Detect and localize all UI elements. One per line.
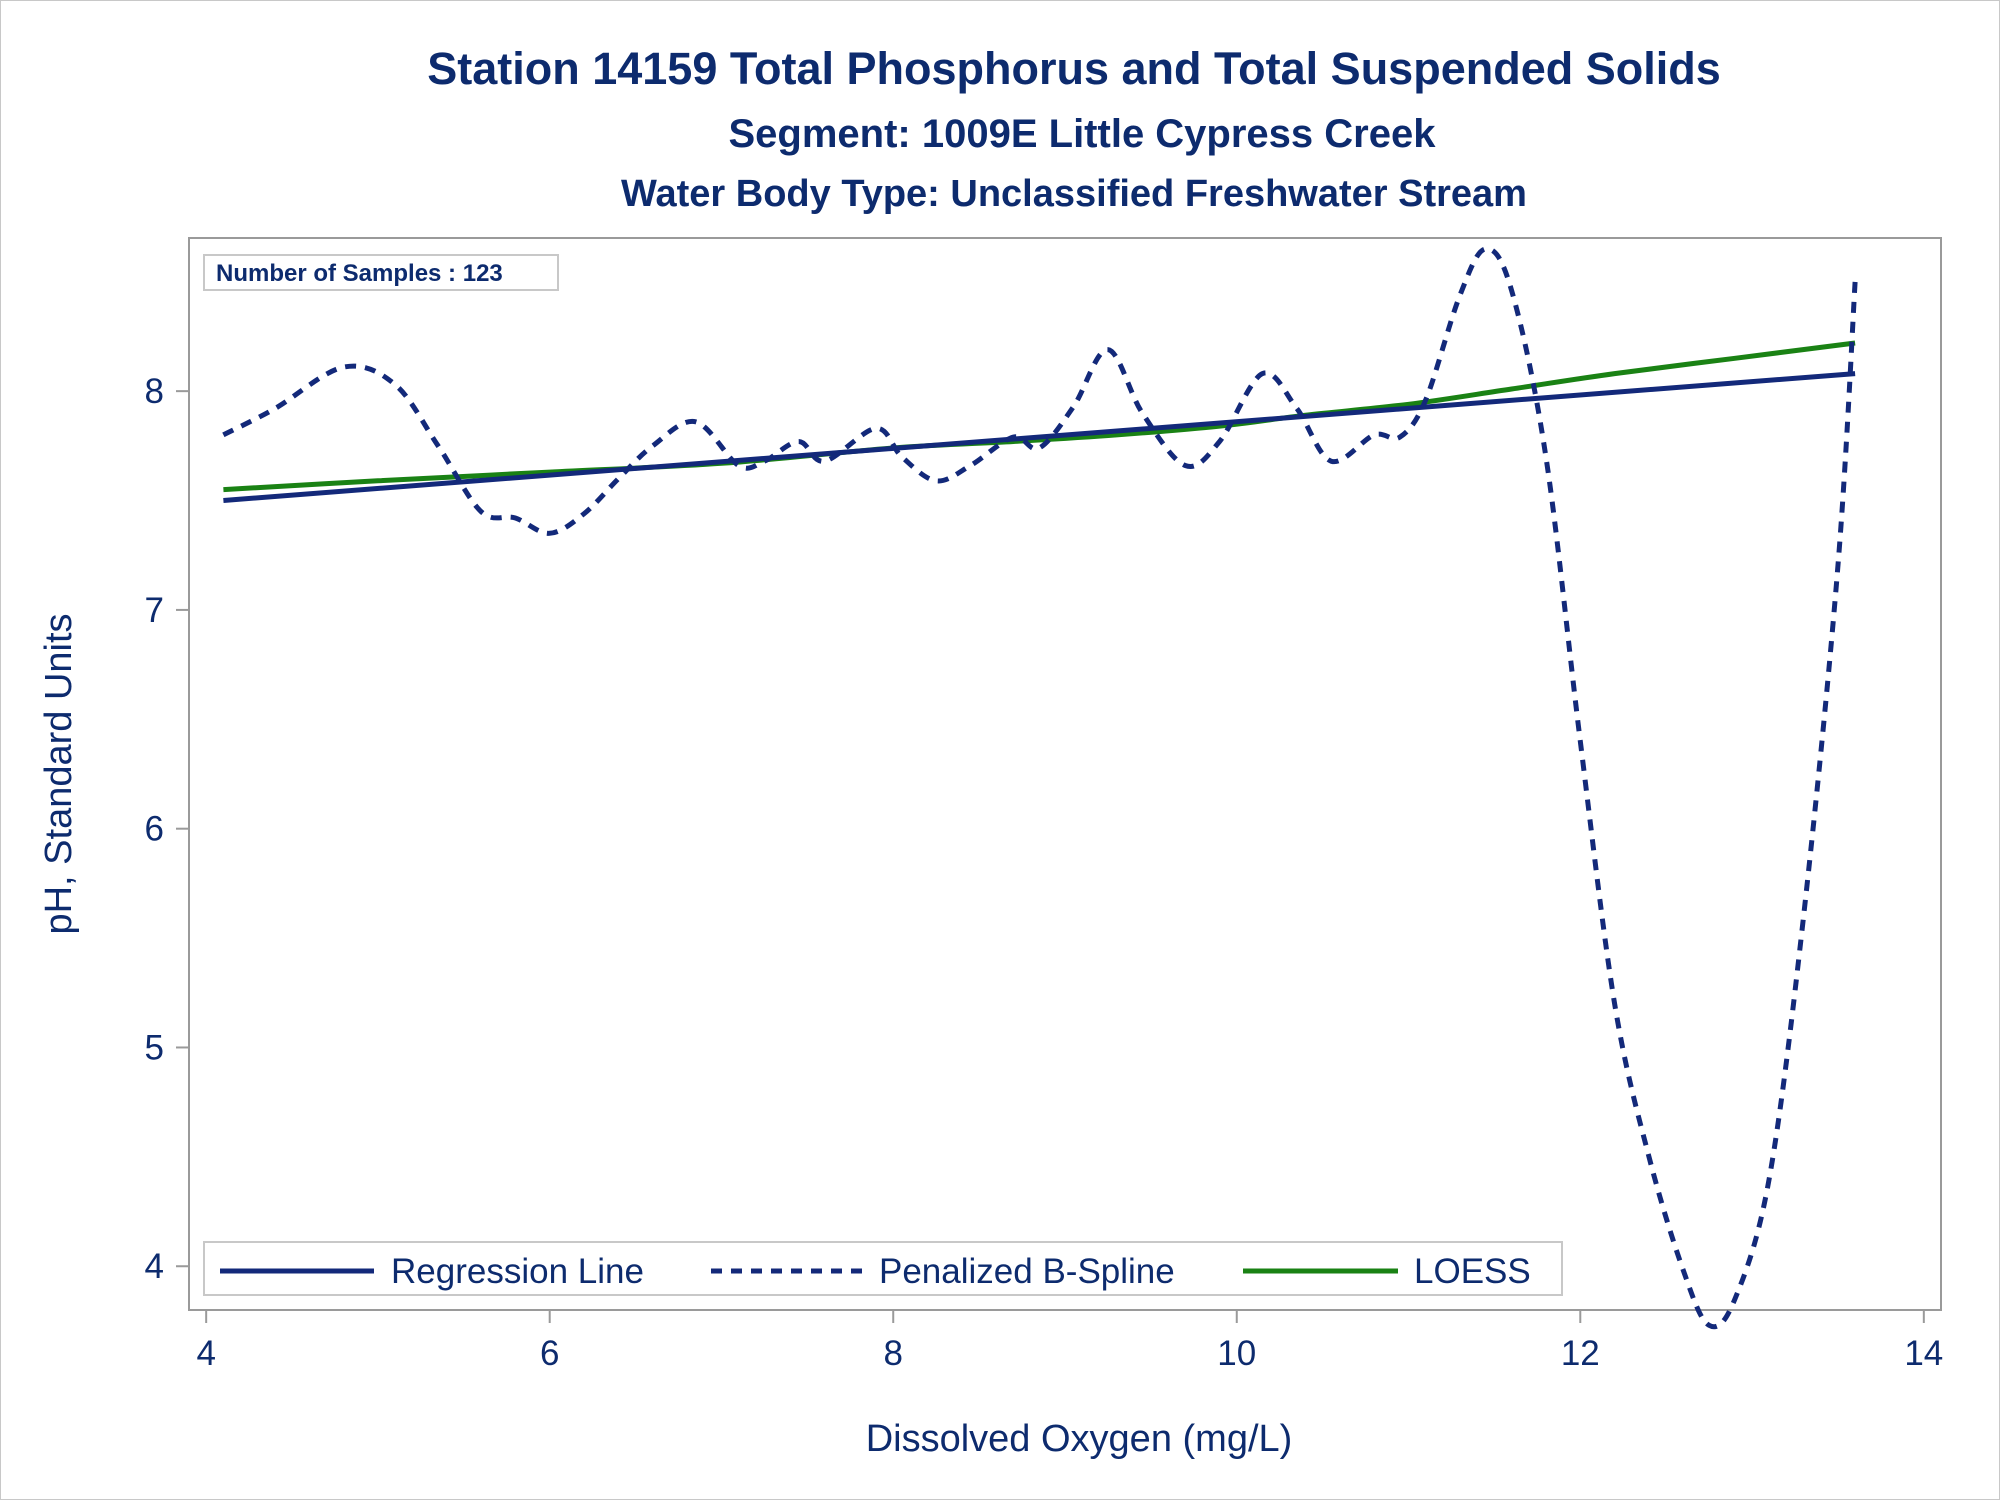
y-axis-label: pH, Standard Units [38,613,80,934]
sample-count-label: Number of Samples : 123 [216,260,503,287]
x-tick-label: 10 [1217,1334,1256,1373]
y-tick-label: 7 [145,591,164,630]
chart-title: Station 14159 Total Phosphorus and Total… [427,43,1721,94]
legend-label-spline: Penalized B-Spline [879,1252,1175,1291]
legend-label-loess: LOESS [1414,1252,1531,1291]
x-axis-label: Dissolved Oxygen (mg/L) [866,1418,1293,1460]
x-tick-label: 6 [540,1334,559,1373]
x-tick-label: 4 [196,1334,215,1373]
series-penalized-b-spline [222,246,1858,1330]
x-tick-label: 12 [1561,1334,1600,1373]
series-layer [222,246,1858,1330]
sample-count-box [203,254,559,291]
y-tick-label: 6 [145,810,164,849]
plot-area [188,237,1942,1311]
series-regression-line [223,371,1856,503]
y-tick-label: 5 [145,1028,164,1067]
chart-subtitle-2: Water Body Type: Unclassified Freshwater… [621,173,1527,215]
y-tick-label: 8 [145,372,164,411]
legend-label-regression: Regression Line [391,1252,644,1291]
chart-subtitle: Segment: 1009E Little Cypress Creek [729,112,1437,156]
x-tick-label: 8 [884,1334,903,1373]
x-tick-label: 14 [1904,1334,1943,1373]
x-axis: 4 6 8 10 12 14 [196,1310,1943,1373]
legend: Regression Line Penalized B-Spline LOESS [203,1241,1563,1296]
y-tick-label: 4 [145,1247,164,1286]
series-loess [223,340,1856,493]
y-axis: 4 5 6 7 8 [145,372,189,1286]
